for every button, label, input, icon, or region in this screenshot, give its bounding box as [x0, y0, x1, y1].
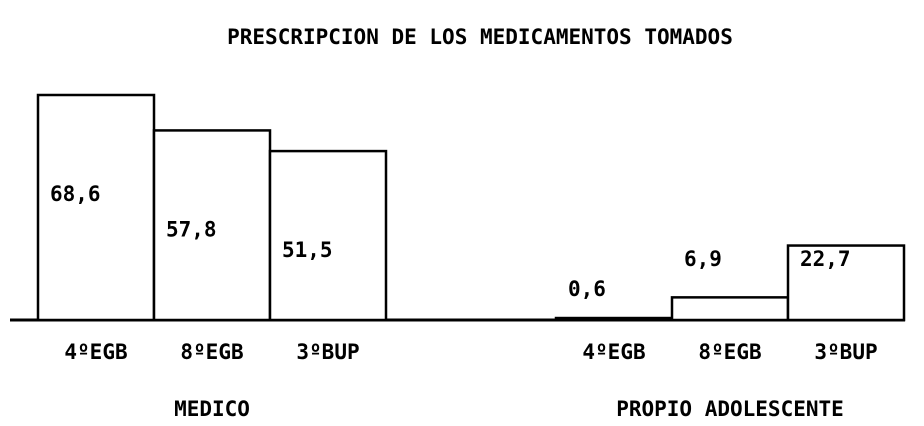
value-label: 0,6 [568, 277, 606, 301]
x-tick-label: 4ºEGB [582, 340, 645, 364]
value-label: 51,5 [282, 238, 333, 262]
value-label: 6,9 [684, 247, 722, 271]
value-label: 68,6 [50, 182, 101, 206]
value-label: 22,7 [800, 247, 851, 271]
group-label: MEDICO [174, 397, 250, 421]
bar [268, 149, 388, 322]
value-label: 57,8 [166, 217, 217, 241]
x-tick-label: 8ºEGB [180, 340, 243, 364]
x-tick-label: 4ºEGB [64, 340, 127, 364]
bar [786, 244, 906, 322]
bar [554, 316, 674, 322]
x-tick-label: 3ºBUP [814, 340, 877, 364]
bar [670, 296, 790, 322]
bar [36, 93, 156, 322]
group-label: PROPIO ADOLESCENTE [616, 397, 844, 421]
x-tick-label: 3ºBUP [296, 340, 359, 364]
x-tick-label: 8ºEGB [698, 340, 761, 364]
chart-title: PRESCRIPCION DE LOS MEDICAMENTOS TOMADOS [227, 25, 733, 49]
